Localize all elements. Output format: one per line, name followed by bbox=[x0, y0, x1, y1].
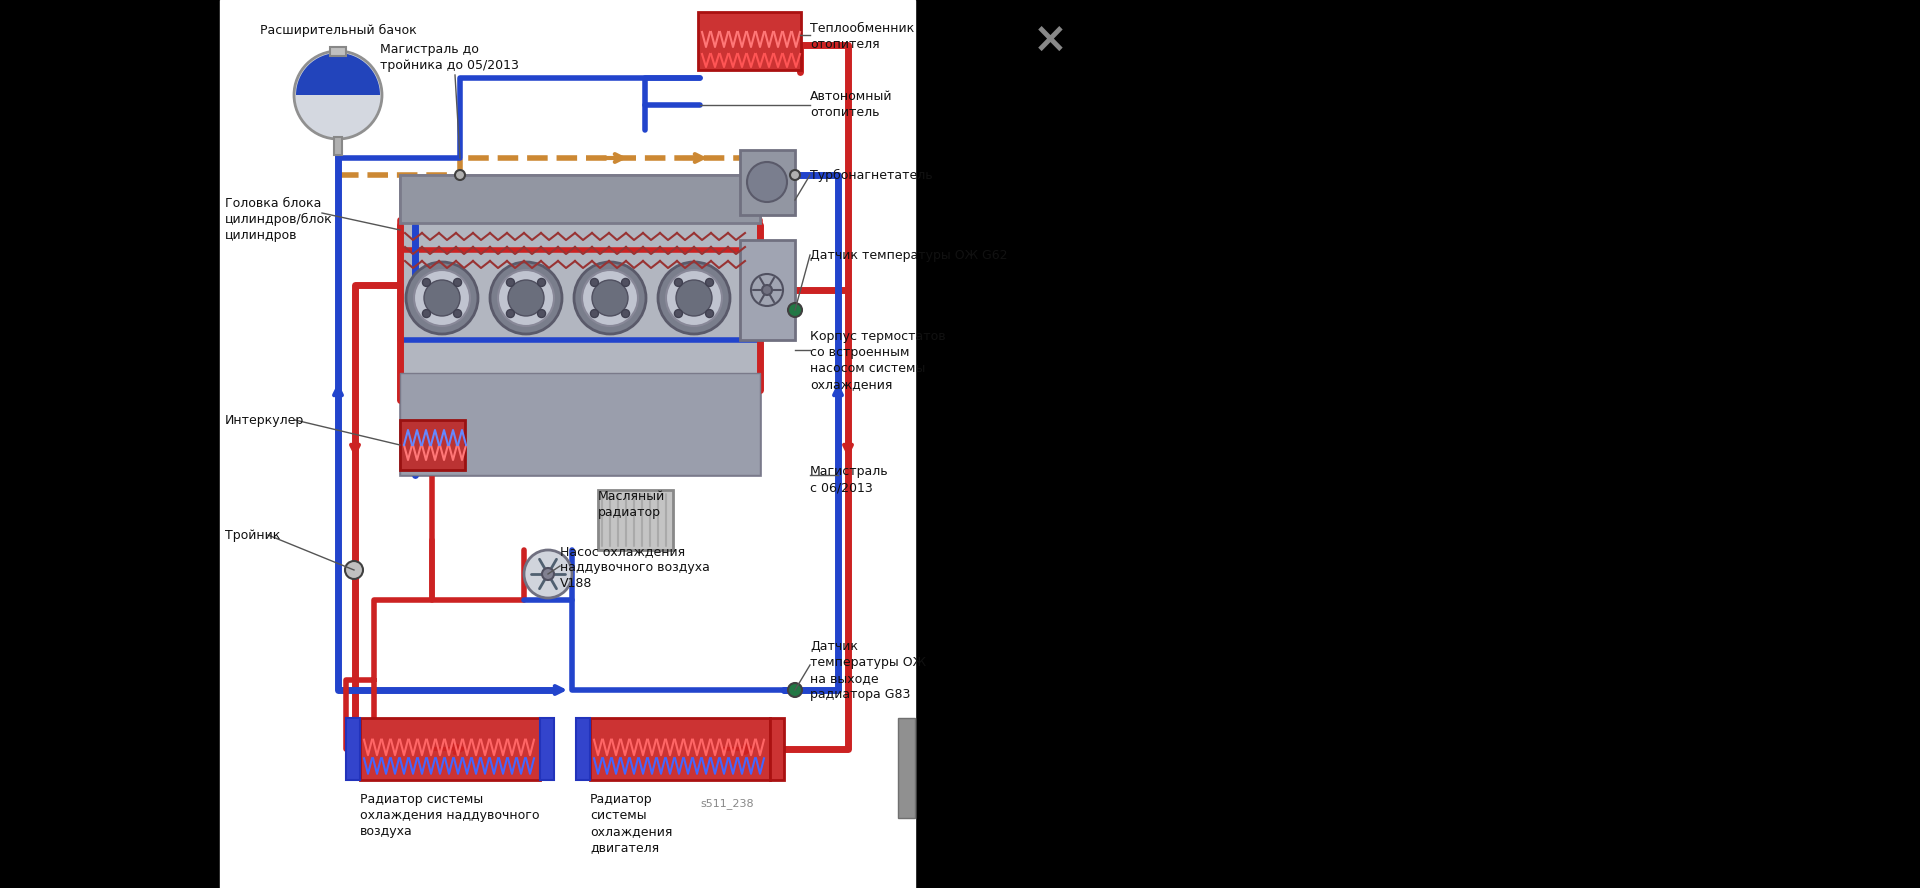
Circle shape bbox=[490, 262, 563, 334]
Text: Магистраль до: Магистраль до bbox=[380, 43, 478, 56]
FancyBboxPatch shape bbox=[221, 0, 916, 888]
Circle shape bbox=[574, 262, 645, 334]
Circle shape bbox=[453, 279, 461, 287]
Circle shape bbox=[422, 279, 430, 287]
Text: наддувочного воздуха: наддувочного воздуха bbox=[561, 561, 710, 574]
Circle shape bbox=[509, 280, 543, 316]
Text: охлаждения наддувочного: охлаждения наддувочного bbox=[361, 809, 540, 822]
Text: Теплообменник: Теплообменник bbox=[810, 22, 914, 35]
Text: Корпус термостатов: Корпус термостатов bbox=[810, 330, 947, 343]
FancyBboxPatch shape bbox=[399, 373, 760, 475]
Circle shape bbox=[415, 270, 470, 326]
FancyBboxPatch shape bbox=[330, 47, 346, 56]
Text: радиатора G83: радиатора G83 bbox=[810, 688, 910, 701]
Text: Магистраль: Магистраль bbox=[810, 465, 889, 478]
Text: Интеркулер: Интеркулер bbox=[225, 414, 303, 426]
FancyBboxPatch shape bbox=[540, 718, 555, 780]
Text: системы: системы bbox=[589, 809, 647, 822]
Circle shape bbox=[591, 279, 599, 287]
Text: температуры ОЖ: температуры ОЖ bbox=[810, 656, 925, 669]
Circle shape bbox=[591, 310, 599, 318]
Circle shape bbox=[674, 310, 682, 318]
Text: Датчик температуры ОЖ G62: Датчик температуры ОЖ G62 bbox=[810, 249, 1008, 261]
FancyBboxPatch shape bbox=[770, 718, 783, 780]
Text: Датчик: Датчик bbox=[810, 640, 858, 653]
Text: Масляный: Масляный bbox=[597, 490, 664, 503]
FancyBboxPatch shape bbox=[361, 718, 540, 780]
Text: Тройник: Тройник bbox=[225, 528, 280, 542]
FancyBboxPatch shape bbox=[899, 718, 916, 818]
Circle shape bbox=[294, 51, 382, 139]
Circle shape bbox=[497, 270, 555, 326]
Text: Расширительный бачок: Расширительный бачок bbox=[259, 24, 417, 37]
Circle shape bbox=[541, 568, 555, 580]
Circle shape bbox=[524, 550, 572, 598]
Text: насосом системы: насосом системы bbox=[810, 362, 925, 375]
FancyBboxPatch shape bbox=[399, 175, 760, 223]
Circle shape bbox=[705, 310, 714, 318]
Text: Радиатор: Радиатор bbox=[589, 793, 653, 806]
Circle shape bbox=[507, 310, 515, 318]
Text: радиатор: радиатор bbox=[597, 506, 660, 519]
Circle shape bbox=[422, 310, 430, 318]
FancyBboxPatch shape bbox=[399, 175, 760, 475]
Text: цилиндров/блок: цилиндров/блок bbox=[225, 213, 332, 226]
Text: V188: V188 bbox=[561, 577, 593, 590]
FancyBboxPatch shape bbox=[739, 150, 795, 215]
FancyBboxPatch shape bbox=[699, 12, 801, 70]
Wedge shape bbox=[296, 53, 380, 95]
Circle shape bbox=[507, 279, 515, 287]
Circle shape bbox=[453, 310, 461, 318]
Text: тройника до 05/2013: тройника до 05/2013 bbox=[380, 59, 518, 72]
Circle shape bbox=[622, 310, 630, 318]
FancyBboxPatch shape bbox=[589, 718, 770, 780]
Text: отопитель: отопитель bbox=[810, 106, 879, 119]
Circle shape bbox=[705, 279, 714, 287]
Circle shape bbox=[405, 262, 478, 334]
Circle shape bbox=[582, 270, 637, 326]
FancyBboxPatch shape bbox=[739, 240, 795, 340]
Text: с 06/2013: с 06/2013 bbox=[810, 481, 874, 494]
Text: Турбонагнетатель: Турбонагнетатель bbox=[810, 169, 933, 181]
Text: со встроенным: со встроенным bbox=[810, 346, 910, 359]
Circle shape bbox=[346, 561, 363, 579]
Circle shape bbox=[674, 279, 682, 287]
Text: воздуха: воздуха bbox=[361, 825, 413, 838]
Text: двигателя: двигателя bbox=[589, 841, 659, 854]
Text: Головка блока: Головка блока bbox=[225, 197, 321, 210]
Circle shape bbox=[455, 170, 465, 180]
Text: Насос охлаждения: Насос охлаждения bbox=[561, 545, 685, 558]
FancyBboxPatch shape bbox=[597, 490, 674, 550]
Circle shape bbox=[666, 270, 722, 326]
Circle shape bbox=[538, 310, 545, 318]
Circle shape bbox=[538, 279, 545, 287]
Circle shape bbox=[424, 280, 461, 316]
Circle shape bbox=[789, 170, 801, 180]
Text: отопителя: отопителя bbox=[810, 38, 879, 51]
Circle shape bbox=[787, 683, 803, 697]
Text: Радиатор системы: Радиатор системы bbox=[361, 793, 484, 806]
Circle shape bbox=[676, 280, 712, 316]
Circle shape bbox=[659, 262, 730, 334]
Circle shape bbox=[747, 162, 787, 202]
Circle shape bbox=[591, 280, 628, 316]
Text: цилиндров: цилиндров bbox=[225, 229, 298, 242]
Text: охлаждения: охлаждения bbox=[810, 378, 893, 391]
FancyBboxPatch shape bbox=[334, 137, 342, 155]
Text: Автономный: Автономный bbox=[810, 90, 893, 103]
FancyBboxPatch shape bbox=[576, 718, 589, 780]
Text: охлаждения: охлаждения bbox=[589, 825, 672, 838]
Circle shape bbox=[762, 285, 772, 295]
Text: ×: × bbox=[1033, 19, 1068, 61]
Text: на выходе: на выходе bbox=[810, 672, 879, 685]
FancyBboxPatch shape bbox=[346, 718, 361, 780]
FancyBboxPatch shape bbox=[399, 420, 465, 470]
Circle shape bbox=[787, 303, 803, 317]
Circle shape bbox=[622, 279, 630, 287]
Text: s511_238: s511_238 bbox=[701, 798, 755, 809]
